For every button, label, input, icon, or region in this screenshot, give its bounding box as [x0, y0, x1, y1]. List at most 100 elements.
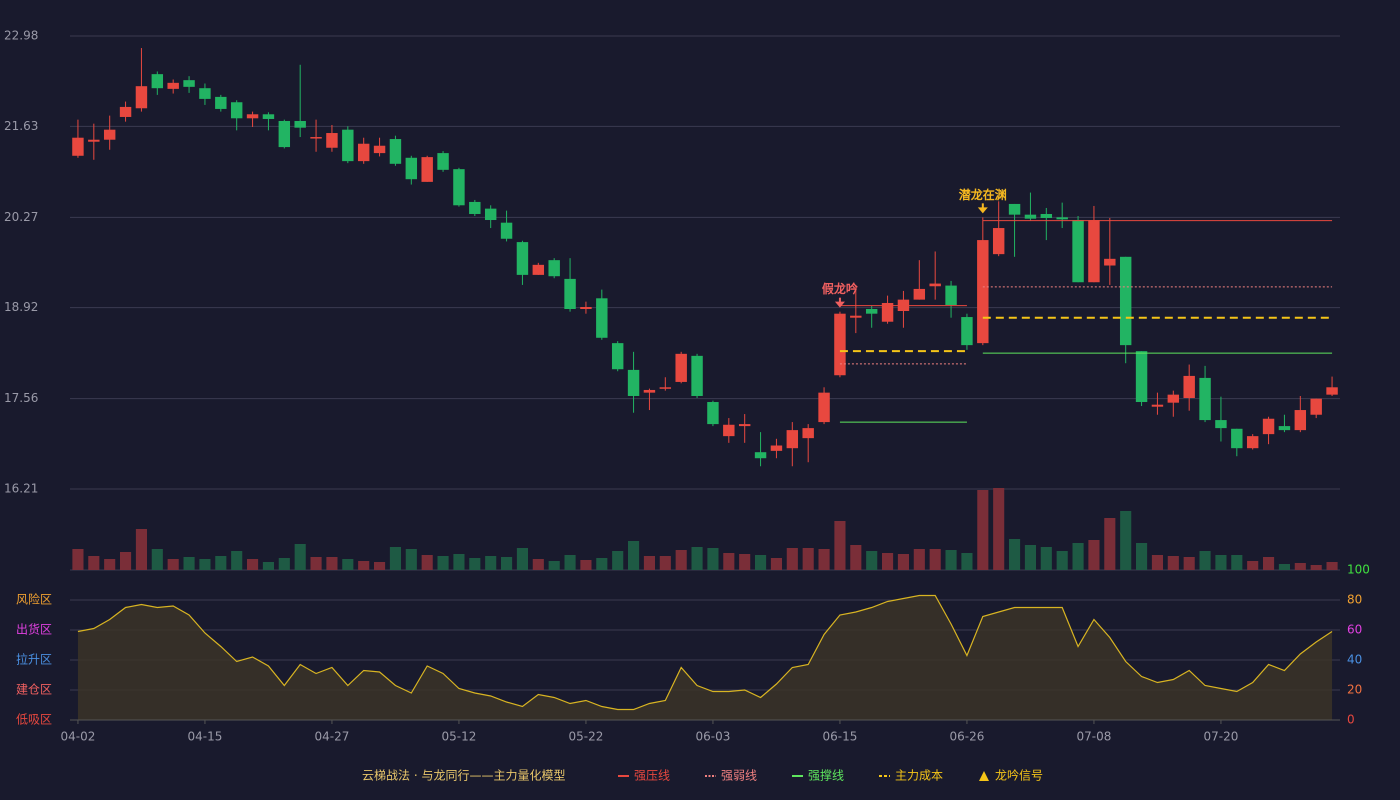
volume-bar — [1326, 562, 1338, 570]
x-tick-label: 07-20 — [1204, 730, 1239, 744]
volume-bar — [1151, 555, 1163, 570]
volume-bar — [183, 557, 195, 570]
candle-body — [1056, 217, 1068, 220]
volume-bar — [770, 558, 782, 570]
legend-label: 龙吟信号 — [995, 768, 1043, 783]
candle-body — [1231, 428, 1243, 449]
volume-bar — [358, 561, 370, 570]
volume-bar — [548, 561, 560, 570]
y-tick-label: 20.27 — [4, 210, 38, 224]
x-tick-label: 07-08 — [1077, 730, 1112, 744]
zone-label: 风险区 — [16, 592, 52, 607]
candle-body — [405, 157, 418, 180]
volume-bar — [1024, 545, 1036, 570]
volume-bar — [596, 558, 608, 570]
volume-bar — [628, 541, 640, 570]
candle-body — [103, 129, 116, 140]
x-tick-label: 04-27 — [315, 730, 350, 744]
x-tick-label: 06-15 — [823, 730, 858, 744]
candle-body — [675, 353, 687, 382]
candle-body — [294, 120, 306, 128]
candle-body — [564, 278, 576, 310]
volume-bar — [612, 551, 624, 570]
candle-body — [850, 315, 862, 318]
indicator-tick-label: 60 — [1347, 623, 1362, 637]
candle-body — [88, 139, 100, 142]
zone-label: 出货区 — [16, 622, 52, 637]
candle-body — [373, 145, 386, 154]
candle-body — [723, 424, 735, 437]
candle-body — [1040, 213, 1053, 219]
indicator-tick-label: 100 — [1347, 563, 1370, 577]
volume-bar — [326, 557, 338, 570]
candle-body — [135, 86, 148, 109]
candle-body — [500, 222, 513, 239]
candle-body — [1183, 375, 1195, 398]
volume-bar — [374, 562, 386, 570]
candle-body — [643, 389, 656, 393]
volume-bar — [1136, 543, 1148, 570]
volume-bar — [882, 553, 894, 570]
volume-bar — [1104, 518, 1116, 570]
volume-bar — [739, 554, 751, 570]
x-tick-label: 04-15 — [188, 730, 223, 744]
candle-body — [881, 302, 894, 322]
candle-body — [1024, 214, 1037, 219]
candle-body — [659, 387, 672, 389]
indicator-tick-label: 20 — [1347, 683, 1362, 697]
legend-title: 云梯战法 · 与龙同行——主力量化模型 — [362, 769, 565, 783]
volume-bar — [1247, 561, 1259, 570]
volume-bar — [1199, 551, 1211, 570]
indicator-tick-label: 80 — [1347, 593, 1362, 607]
x-tick-label: 04-02 — [61, 730, 96, 744]
candle-body — [786, 430, 799, 449]
volume-bar — [834, 521, 846, 570]
volume-bar — [1072, 543, 1084, 570]
volume-bar — [120, 552, 132, 570]
legend-marker — [979, 771, 989, 781]
candle-body — [119, 106, 132, 117]
candle-body — [389, 139, 402, 164]
y-tick-label: 16.21 — [4, 482, 38, 496]
candle-body — [1278, 426, 1291, 431]
volume-bar — [247, 559, 259, 570]
volume-bar — [993, 488, 1005, 570]
candle-body — [834, 313, 846, 376]
volume-bar — [104, 559, 116, 570]
volume-bar — [723, 553, 735, 570]
volume-bar — [1040, 547, 1052, 570]
candle-body — [1246, 436, 1259, 449]
zone-label: 建仓区 — [16, 683, 52, 697]
volume-bar — [1167, 556, 1179, 570]
zone-label: 低吸区 — [16, 713, 52, 727]
volume-bar — [802, 548, 814, 570]
y-tick-label: 18.92 — [4, 300, 38, 314]
indicator-tick-label: 0 — [1347, 713, 1355, 727]
volume-bar — [405, 549, 417, 570]
candle-body — [72, 137, 84, 156]
legend-label: 主力成本 — [895, 769, 943, 783]
signal-label: 假龙吟 — [822, 281, 858, 296]
volume-bar — [1183, 557, 1195, 570]
x-tick-label: 05-22 — [569, 730, 604, 744]
candle-body — [1088, 220, 1100, 283]
volume-bar — [659, 556, 671, 570]
volume-bar — [1088, 540, 1100, 570]
volume-bar — [151, 549, 163, 570]
volume-bar — [262, 562, 274, 570]
candle-body — [516, 242, 529, 275]
candle-body — [1199, 377, 1211, 421]
signal-label: 潜龙在渊 — [959, 187, 1007, 202]
indicator-area — [77, 595, 1333, 720]
candle-body — [961, 317, 973, 346]
volume-bar — [342, 559, 354, 570]
volume-bar — [755, 555, 767, 570]
candle-body — [1104, 258, 1116, 266]
candle-body — [1326, 387, 1338, 395]
y-tick-label: 17.56 — [4, 391, 38, 405]
candle-body — [215, 96, 227, 109]
candle-body — [1294, 410, 1307, 431]
candle-body — [230, 102, 243, 119]
volume-bar — [88, 556, 100, 570]
